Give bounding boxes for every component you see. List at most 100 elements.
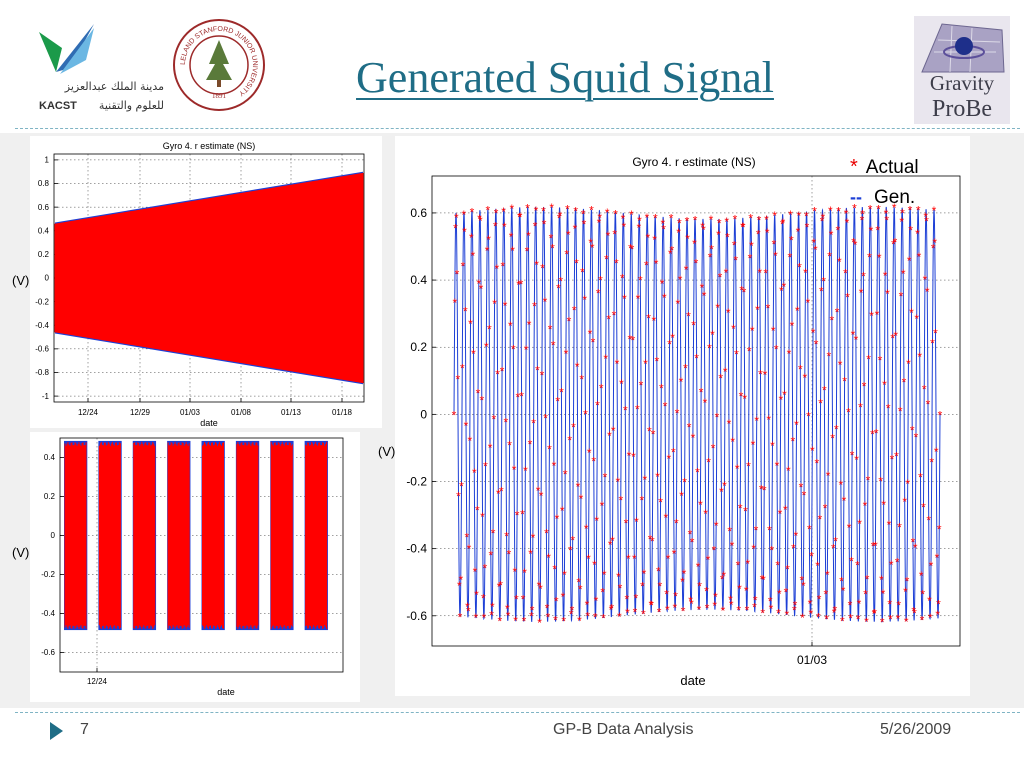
actual-burst — [201, 441, 225, 630]
actual-data-point: * — [917, 250, 922, 264]
actual-data-point: * — [817, 512, 822, 526]
actual-data-point: * — [714, 519, 719, 533]
actual-data-point: * — [929, 559, 934, 573]
legend: * Actual -- Gen. — [850, 152, 919, 212]
actual-data-point: * — [539, 489, 544, 503]
actual-data-point: * — [764, 213, 769, 227]
actual-data-point: * — [842, 494, 847, 508]
actual-data-point: * — [666, 452, 671, 466]
actual-data-point: * — [787, 347, 792, 361]
actual-data-point: * — [583, 407, 588, 421]
actual-data-point: * — [596, 286, 601, 300]
actual-data-point: * — [512, 565, 517, 579]
actual-data-point: * — [517, 210, 522, 224]
actual-data-point: * — [823, 587, 828, 601]
actual-data-point: * — [581, 207, 586, 221]
actual-data-point: * — [603, 352, 608, 366]
actual-data-point: * — [657, 606, 662, 620]
actual-data-point: * — [769, 602, 774, 616]
actual-data-point: * — [571, 420, 576, 434]
actual-data-point: * — [541, 205, 546, 219]
actual-data-point: * — [806, 409, 811, 423]
actual-data-point: * — [564, 247, 569, 261]
actual-data-point: * — [642, 473, 647, 487]
actual-data-point: * — [758, 367, 763, 381]
actual-data-point: * — [747, 345, 752, 359]
actual-data-point: * — [621, 220, 626, 234]
actual-data-point: * — [841, 584, 846, 598]
actual-data-point: * — [658, 496, 663, 510]
actual-data-point: * — [470, 206, 475, 220]
actual-data-point: * — [621, 212, 626, 226]
actual-data-point: * — [568, 544, 573, 558]
actual-data-point: * — [823, 501, 828, 515]
actual-data-point: * — [525, 202, 530, 216]
actual-data-point: * — [567, 315, 572, 329]
actual-data-point: * — [694, 257, 699, 271]
actual-data-point: * — [849, 555, 854, 569]
actual-data-point: * — [731, 322, 736, 336]
actual-data-point: * — [458, 610, 463, 624]
actual-data-point: * — [555, 512, 560, 526]
actual-data-point: * — [589, 204, 594, 218]
actual-data-point: * — [453, 222, 458, 236]
actual-data-point: * — [796, 209, 801, 223]
actual-data-point: * — [617, 610, 622, 624]
actual-data-point: * — [505, 602, 510, 616]
actual-data-point: * — [575, 360, 580, 374]
actual-data-point: * — [742, 392, 747, 406]
actual-data-point: * — [464, 419, 469, 433]
actual-data-point: * — [636, 221, 641, 235]
actual-data-point: * — [486, 233, 491, 247]
actual-data-point: * — [515, 509, 520, 523]
actual-data-point: * — [591, 455, 596, 469]
actual-data-point: * — [702, 289, 707, 303]
actual-data-point: * — [545, 602, 550, 616]
actual-data-point: * — [491, 526, 496, 540]
actual-data-point: * — [869, 309, 874, 323]
actual-data-point: * — [504, 529, 509, 543]
actual-data-point: * — [654, 257, 659, 271]
actual-data-point: * — [584, 522, 589, 536]
actual-data-point: * — [886, 401, 891, 415]
actual-data-point: * — [887, 598, 892, 612]
actual-data-point: * — [911, 536, 916, 550]
actual-data-point: * — [546, 551, 551, 565]
actual-data-point: * — [543, 411, 548, 425]
actual-data-point: * — [739, 283, 744, 297]
actual-data-point: * — [814, 338, 819, 352]
actual-data-point: * — [599, 382, 604, 396]
actual-data-point: * — [721, 604, 726, 618]
actual-data-point: * — [762, 484, 767, 498]
actual-data-point: * — [578, 583, 583, 597]
actual-data-point: * — [648, 598, 653, 612]
actual-data-point: * — [938, 408, 943, 422]
actual-data-point: * — [757, 214, 762, 228]
actual-data-point: * — [701, 223, 706, 237]
actual-data-point: * — [931, 242, 936, 256]
gpb-line2: ProBe — [932, 96, 992, 122]
actual-data-point: * — [756, 227, 761, 241]
actual-data-point: * — [615, 357, 620, 371]
actual-data-point: * — [700, 281, 705, 295]
actual-data-point: * — [457, 579, 462, 593]
actual-data-point: * — [684, 263, 689, 277]
actual-data-point: * — [607, 429, 612, 443]
actual-data-point: * — [709, 213, 714, 227]
actual-data-point: * — [553, 614, 558, 628]
actual-data-point: * — [867, 251, 872, 265]
actual-data-point: * — [633, 591, 638, 605]
y-tick-label: -1 — [42, 392, 50, 401]
actual-data-point: * — [765, 226, 770, 240]
actual-data-point: * — [469, 231, 474, 245]
actual-data-point: * — [567, 433, 572, 447]
next-slide-arrow-icon[interactable] — [50, 722, 63, 740]
actual-burst — [305, 441, 328, 630]
actual-data-point: * — [577, 614, 582, 628]
actual-data-point: * — [672, 601, 677, 615]
actual-data-point: * — [935, 551, 940, 565]
actual-data-point: * — [748, 251, 753, 265]
actual-data-point: * — [531, 416, 536, 430]
actual-data-point: * — [564, 347, 569, 361]
actual-data-point: * — [458, 573, 463, 587]
